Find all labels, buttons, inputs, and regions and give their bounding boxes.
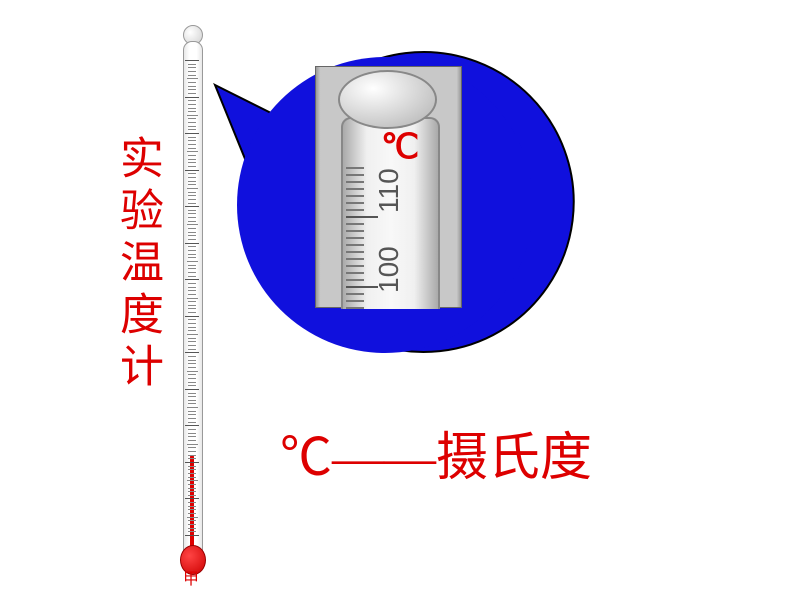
thermometer-scale [185, 60, 199, 545]
zoom-unit-symbol: ℃ [381, 127, 419, 167]
thermometer-zoom: ℃ 110 100 [315, 66, 462, 308]
thermometer-full [175, 25, 209, 570]
vertical-label: 实验温度计 [105, 135, 169, 395]
bottom-definition: ℃——摄氏度 [280, 415, 592, 490]
zoom-scale-label-100: 100 [373, 246, 405, 293]
thermometer-caption: 甲 [183, 565, 199, 589]
zoom-scale-label-110: 110 [373, 168, 405, 213]
zoom-bulb [338, 70, 437, 129]
